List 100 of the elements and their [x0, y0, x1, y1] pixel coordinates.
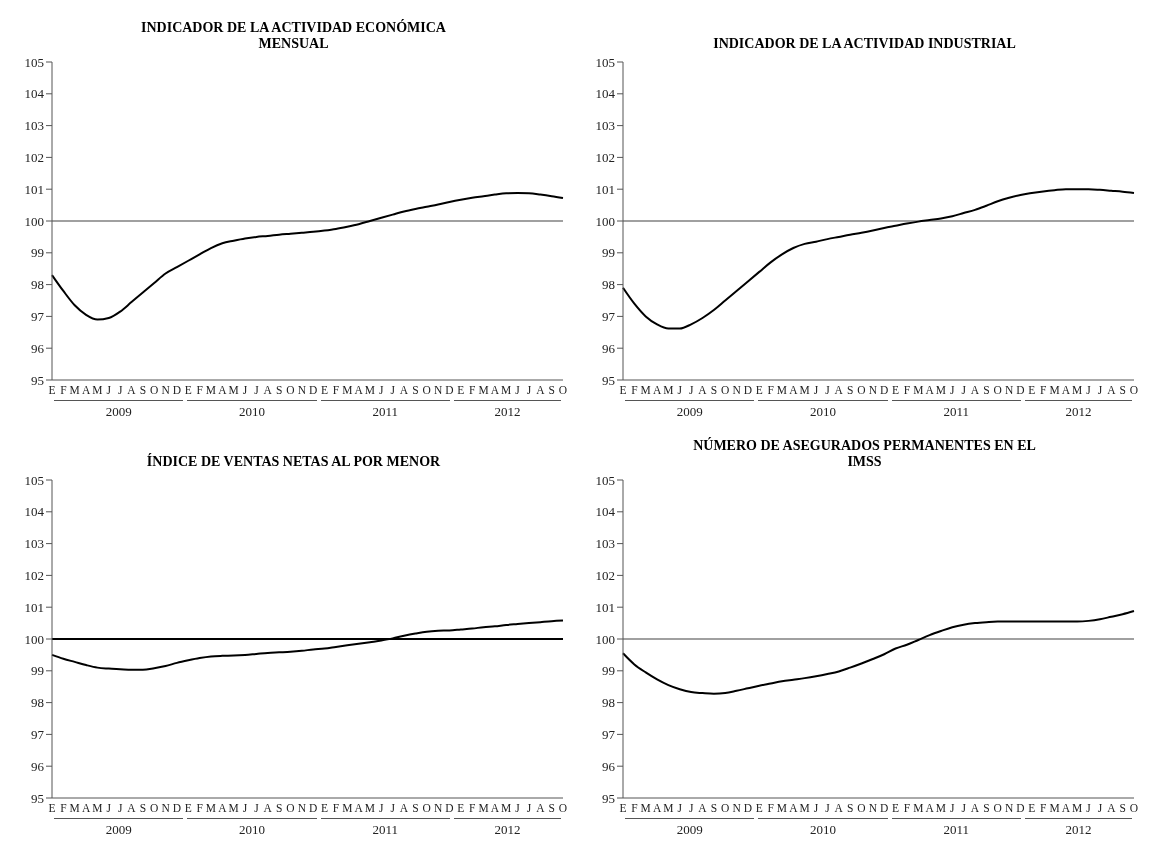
x-tick-label: J [1097, 384, 1103, 397]
y-tick-label: 97 [602, 309, 616, 325]
x-tick-label: E [184, 384, 192, 397]
x-tick-label: F [332, 802, 340, 815]
x-tick-label: E [457, 384, 465, 397]
x-tick-label: A [789, 802, 799, 815]
x-tick-label: E [755, 802, 763, 815]
x-tick-label: F [631, 802, 638, 815]
x-tick-label: A [698, 384, 708, 397]
x-tick-label: M [1072, 802, 1083, 815]
y-tick-label: 103 [24, 536, 44, 552]
x-tick-label: O [857, 384, 866, 397]
x-tick-label: M [799, 802, 810, 815]
y-tick-label: 105 [595, 54, 615, 70]
x-tick-label: N [433, 384, 443, 397]
x-tick-label: J [242, 802, 248, 815]
x-tick-label: J [254, 384, 260, 397]
x-tick-label: N [1004, 384, 1014, 397]
x-tick-label: A [970, 384, 980, 397]
x-tick-label: J [677, 384, 683, 397]
x-tick-label: N [732, 802, 742, 815]
x-tick-label: S [139, 384, 147, 397]
text: 2012 [1024, 818, 1132, 838]
x-tick-label: M [935, 802, 947, 815]
x-tick-label: O [422, 384, 431, 397]
x-tick-label: F [1039, 802, 1047, 815]
x-tick-label: D [172, 802, 182, 815]
line-series [51, 619, 564, 671]
x-tick-label: O [558, 802, 568, 815]
text: 2009 [54, 400, 184, 420]
x-tick-label: S [983, 384, 990, 397]
y-tick-label: 99 [31, 245, 44, 261]
x-tick-label: M [1049, 802, 1060, 815]
x-tick-label: O [286, 384, 295, 397]
x-tick-label: J [117, 802, 123, 815]
x-tick-label: A [536, 802, 546, 815]
x-tick-label: J [1086, 802, 1092, 815]
x-tick-label: M [1072, 384, 1083, 397]
y-tick-label: 99 [31, 663, 44, 679]
y-tick-label: 104 [595, 504, 616, 520]
y-tick-label: 98 [31, 695, 44, 711]
text: 2011 [320, 400, 450, 420]
x-tick-label: A [652, 802, 662, 815]
x-tick-label: A [834, 802, 844, 815]
y-tick-label: 99 [602, 245, 615, 261]
x-tick-label: F [196, 384, 203, 397]
x-tick-label: N [732, 384, 742, 397]
x-tick-label: M [776, 802, 788, 815]
x-tick-label: N [1004, 802, 1014, 815]
x-tick-label: A [399, 802, 409, 815]
x-tick-label: M [205, 384, 217, 397]
x-tick-label: J [515, 802, 521, 815]
x-tick-label: J [961, 384, 967, 397]
x-tick-label: A [1061, 802, 1071, 815]
x-tick-label: J [390, 802, 396, 815]
y-tick-label: 95 [31, 790, 44, 806]
x-tick-label: S [412, 802, 419, 815]
x-tick-label: J [688, 802, 694, 815]
x-tick-label: O [857, 802, 866, 815]
x-tick-label: J [526, 802, 532, 815]
x-tick-label: A [127, 802, 137, 815]
x-tick-label: O [558, 384, 568, 397]
x-tick-label: O [150, 802, 159, 815]
x-tick-label: J [813, 384, 819, 397]
y-tick-label: 96 [602, 340, 616, 356]
x-tick-label: O [993, 384, 1002, 397]
x-tick-label: J [390, 384, 396, 397]
x-tick-label: E [619, 384, 627, 397]
x-tick-label: F [631, 384, 638, 397]
x-tick-label: S [710, 802, 718, 815]
x-tick-label: A [218, 802, 228, 815]
x-tick-label: M [478, 802, 489, 815]
x-tick-label: A [652, 384, 662, 397]
x-tick-label: A [81, 802, 91, 815]
x-tick-label: A [536, 384, 546, 397]
x-tick-label: A [1107, 384, 1117, 397]
y-tick-label: 95 [602, 372, 615, 388]
text: 2009 [54, 818, 184, 838]
x-tick-label: J [950, 802, 956, 815]
x-tick-label: M [663, 802, 674, 815]
y-tick-label: 102 [595, 150, 615, 166]
x-tick-label: S [275, 802, 283, 815]
y-tick-label: 103 [24, 118, 44, 134]
x-tick-label: F [60, 384, 67, 397]
x-tick-label: N [433, 802, 443, 815]
y-tick-label: 101 [595, 181, 615, 197]
y-tick-label: 98 [31, 277, 44, 293]
x-tick-label: N [868, 384, 878, 397]
y-tick-label: 100 [24, 631, 44, 647]
text: 2010 [187, 818, 317, 838]
y-tick-label: 96 [602, 758, 616, 774]
x-tick-label: J [242, 384, 248, 397]
x-tick-label: D [1016, 384, 1025, 397]
line-series [51, 192, 564, 321]
x-tick-label: J [688, 384, 694, 397]
x-tick-label: M [663, 384, 674, 397]
x-tick-label: J [106, 802, 112, 815]
x-tick-label: O [721, 384, 730, 397]
y-tick-label: 98 [602, 695, 615, 711]
x-tick-label: A [263, 384, 273, 397]
